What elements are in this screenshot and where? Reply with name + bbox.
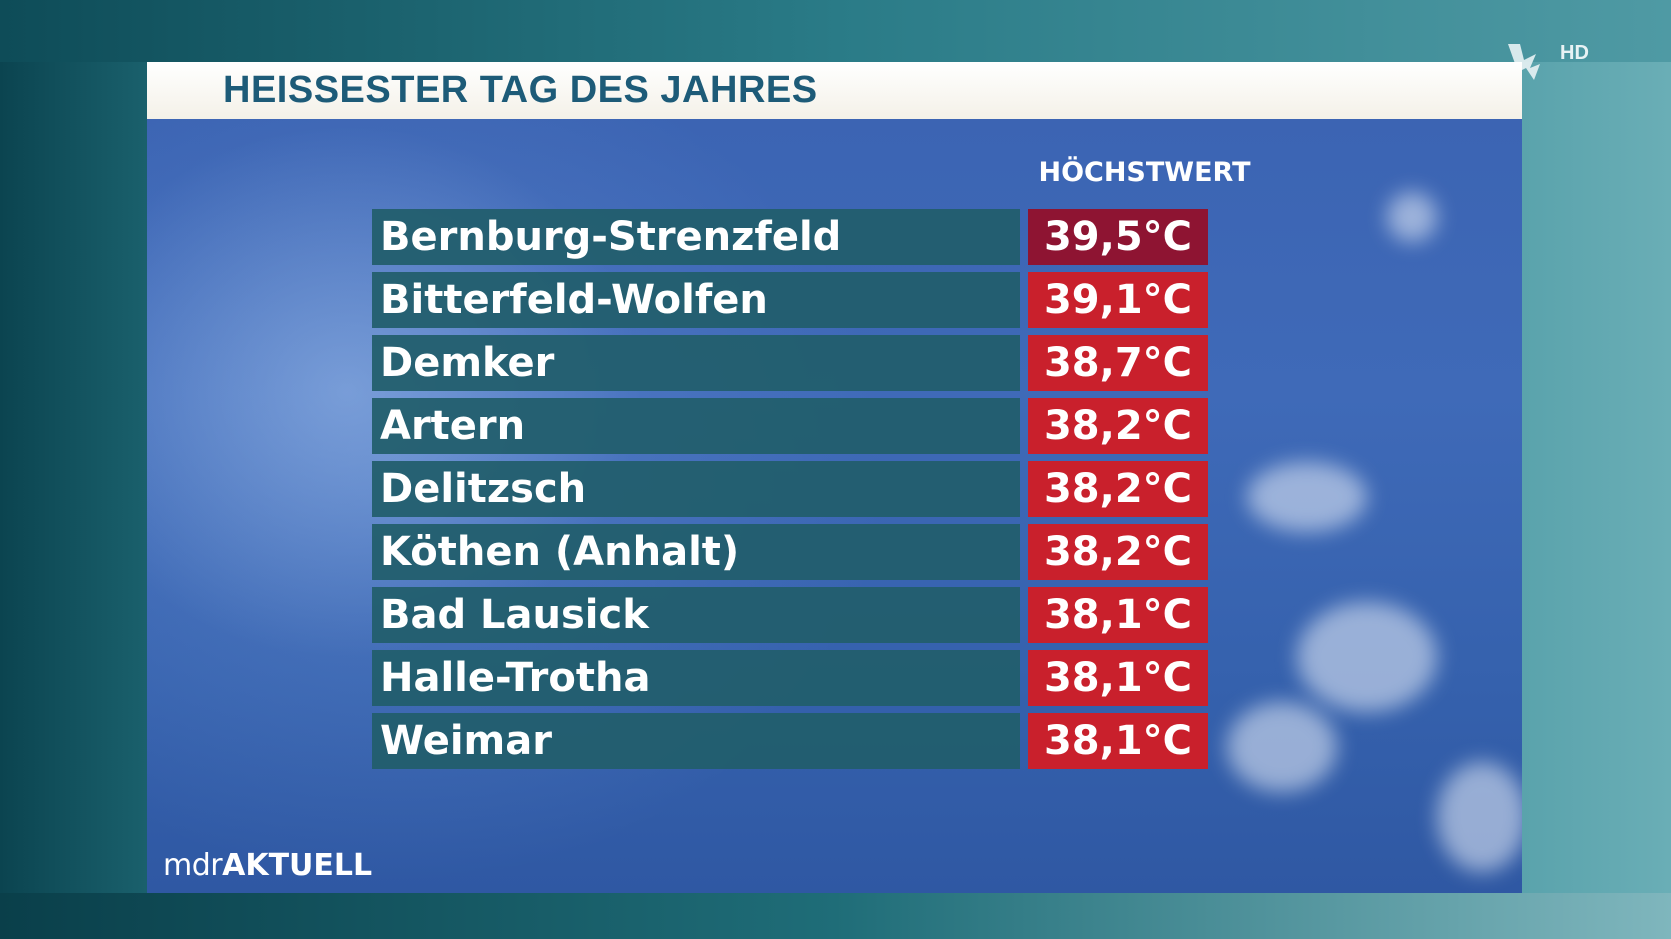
station-name: Köthen (Anhalt) bbox=[372, 524, 1020, 580]
brand-logo-suffix: AKTUELL bbox=[222, 848, 373, 883]
brand-logo: mdrAKTUELL bbox=[163, 848, 372, 883]
tv-frame-bottom bbox=[0, 893, 1671, 939]
station-name: Artern bbox=[372, 398, 1020, 454]
temperature-value: 39,1°C bbox=[1028, 272, 1208, 328]
column-header-max-temperature: HÖCHSTWERT bbox=[1038, 157, 1251, 188]
table-row: Köthen (Anhalt) 38,2°C bbox=[372, 524, 1210, 580]
table-row: Bitterfeld-Wolfen 39,1°C bbox=[372, 272, 1210, 328]
station-name: Bitterfeld-Wolfen bbox=[372, 272, 1020, 328]
graphic-title: HEISSESTER TAG DES JAHRES bbox=[223, 69, 818, 111]
channel-logo-icon bbox=[1508, 44, 1540, 80]
channel-hd-badge: HD bbox=[1560, 42, 1589, 64]
table-row: Delitzsch 38,2°C bbox=[372, 461, 1210, 517]
temperature-value: 38,2°C bbox=[1028, 398, 1208, 454]
table-row: Bernburg-Strenzfeld 39,5°C bbox=[372, 209, 1210, 265]
temperature-value: 38,1°C bbox=[1028, 713, 1208, 769]
station-name: Delitzsch bbox=[372, 461, 1020, 517]
temperature-value: 38,1°C bbox=[1028, 587, 1208, 643]
weather-graphic: HEISSESTER TAG DES JAHRES HÖCHSTWERT Ber… bbox=[147, 62, 1522, 893]
station-name: Bernburg-Strenzfeld bbox=[372, 209, 1020, 265]
table-row: Weimar 38,1°C bbox=[372, 713, 1210, 769]
temperature-value: 38,1°C bbox=[1028, 650, 1208, 706]
temperature-value: 39,5°C bbox=[1028, 209, 1208, 265]
temperature-value: 38,7°C bbox=[1028, 335, 1208, 391]
cloud-decoration bbox=[1387, 192, 1437, 242]
temperature-table: Bernburg-Strenzfeld 39,5°C Bitterfeld-Wo… bbox=[372, 209, 1210, 776]
cloud-decoration bbox=[1227, 702, 1337, 792]
table-row: Halle-Trotha 38,1°C bbox=[372, 650, 1210, 706]
tv-frame-top bbox=[0, 0, 1671, 62]
brand-logo-prefix: mdr bbox=[163, 848, 223, 883]
temperature-value: 38,2°C bbox=[1028, 524, 1208, 580]
cloud-decoration bbox=[1437, 762, 1522, 872]
station-name: Weimar bbox=[372, 713, 1020, 769]
cloud-decoration bbox=[1297, 602, 1437, 712]
temperature-value: 38,2°C bbox=[1028, 461, 1208, 517]
cloud-decoration bbox=[1247, 462, 1367, 532]
table-row: Artern 38,2°C bbox=[372, 398, 1210, 454]
title-bar: HEISSESTER TAG DES JAHRES bbox=[147, 62, 1522, 119]
station-name: Demker bbox=[372, 335, 1020, 391]
table-row: Demker 38,7°C bbox=[372, 335, 1210, 391]
station-name: Bad Lausick bbox=[372, 587, 1020, 643]
station-name: Halle-Trotha bbox=[372, 650, 1020, 706]
table-row: Bad Lausick 38,1°C bbox=[372, 587, 1210, 643]
